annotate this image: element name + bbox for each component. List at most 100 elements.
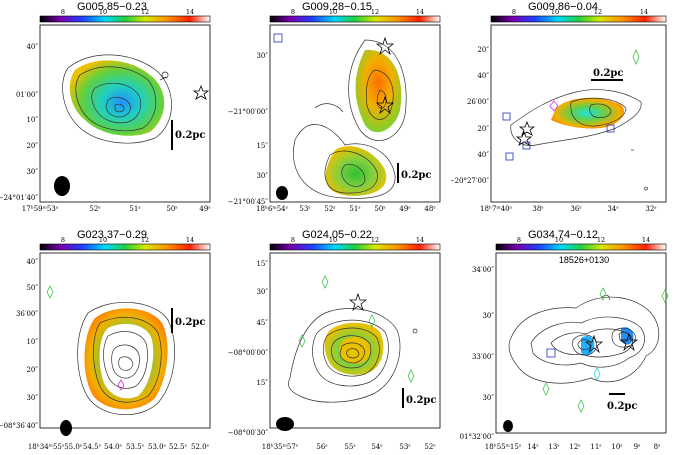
dec-tick: −24°01′40″ bbox=[0, 194, 38, 202]
colorbar-tick: 14 bbox=[186, 236, 194, 244]
panel-g034-plot: G034.74−0.12 8 10 12 14 18526+0130 0.2pc… bbox=[460, 229, 669, 451]
dec-tick: 30″ bbox=[256, 172, 268, 180]
ra-tick: 55ˢ bbox=[344, 443, 356, 451]
panel-g034: G034.74−0.12 8 10 12 14 18526+0130 0.2pc… bbox=[451, 228, 676, 455]
diamond-marker bbox=[599, 287, 607, 301]
panel-title: G023.37−0.29 bbox=[77, 229, 147, 241]
star-marker bbox=[348, 292, 368, 312]
scale-bar-label: 0.2pc bbox=[593, 68, 623, 79]
star-marker bbox=[518, 120, 536, 136]
scale-bar-label: 0.2pc bbox=[406, 395, 436, 406]
panel-title: G024.05−0.22 bbox=[302, 229, 372, 241]
panel-g009-28-plot: G009.28−0.15 8 10 12 14 0.2pc 18ʰ6ᵐ54ˢ 5… bbox=[228, 1, 441, 213]
plot-frame bbox=[39, 252, 211, 429]
ra-tick: 18ʰ7ᵐ40ˢ bbox=[480, 205, 513, 213]
dec-tick: 34′00″ bbox=[472, 266, 494, 274]
diamond-marker bbox=[298, 334, 306, 348]
colorbar-tick: 14 bbox=[642, 236, 650, 244]
plot-frame bbox=[269, 252, 441, 429]
square-marker bbox=[606, 124, 615, 133]
colorbar-tick: 12 bbox=[371, 236, 379, 244]
dec-tick: 30″ bbox=[482, 394, 494, 402]
dec-tick: 01°32′00″ bbox=[460, 433, 495, 441]
ra-tick: 17ʰ59ᵐ53ˢ bbox=[22, 205, 59, 213]
colorbar-tick: 12 bbox=[141, 8, 149, 16]
dec-tick: 30″ bbox=[26, 394, 38, 402]
ra-tick: 8ˢ bbox=[654, 443, 661, 451]
ra-tick: 18ʰ34ᵐ55ˢ55.0ˢ bbox=[28, 443, 83, 451]
contours bbox=[510, 89, 648, 191]
colorbar-tick: 14 bbox=[416, 236, 424, 244]
panel-g005: G005.85−0.23 8 10 12 14 0.2pc 17ʰ59ᵐ53ˢ … bbox=[0, 0, 225, 227]
dec-tick: 26′00″ bbox=[467, 98, 489, 106]
dec-tick: 20″ bbox=[477, 125, 489, 133]
square-marker bbox=[502, 112, 511, 121]
contours bbox=[293, 39, 407, 199]
dec-tick: 30″ bbox=[26, 168, 38, 176]
diamond-marker bbox=[661, 289, 669, 303]
ra-tick: 54.5ˢ bbox=[83, 443, 102, 451]
colorbar-tick: 10 bbox=[329, 8, 337, 16]
diamond-marker bbox=[577, 399, 585, 413]
scale-bar-label: 0.2pc bbox=[175, 317, 205, 328]
colorbar-tick: 14 bbox=[186, 8, 194, 16]
ra-tick: 34ˢ bbox=[607, 205, 619, 213]
panel-g024-plot: G024.05−0.22 8 10 12 14 0.2pc 18ʰ35ᵐ57ˢ … bbox=[228, 229, 441, 451]
colorbar bbox=[495, 243, 667, 251]
colorbar-tick: 8 bbox=[512, 8, 516, 16]
ra-tick: 9ˢ bbox=[634, 443, 641, 451]
beam-ellipse bbox=[276, 417, 294, 431]
colorbar-tick: 10 bbox=[329, 236, 337, 244]
ra-tick: 54.0ˢ bbox=[104, 443, 123, 451]
dec-tick: 40″ bbox=[477, 72, 489, 80]
dec-tick: −08°00′00″ bbox=[228, 349, 269, 357]
ra-tick: 10ˢ bbox=[611, 443, 623, 451]
dec-tick: 45″ bbox=[256, 319, 268, 327]
contours bbox=[508, 295, 659, 384]
square-marker bbox=[273, 33, 283, 43]
panel-g005-plot: G005.85−0.23 8 10 12 14 0.2pc 17ʰ59ᵐ53ˢ … bbox=[0, 1, 211, 213]
dec-tick: 30″ bbox=[256, 52, 268, 60]
dec-tick: −20°27′00″ bbox=[451, 177, 489, 185]
ra-tick: 54ˢ bbox=[371, 443, 383, 451]
diamond-marker bbox=[321, 275, 329, 289]
dec-tick: 10″ bbox=[26, 116, 38, 124]
colorbar-tick: 8 bbox=[61, 8, 65, 16]
square-marker bbox=[522, 141, 531, 150]
ra-tick: 13ˢ bbox=[548, 443, 560, 451]
ra-tick: 51ˢ bbox=[349, 205, 361, 213]
colorbar bbox=[269, 243, 441, 251]
ra-tick: 32ˢ bbox=[645, 205, 657, 213]
diamond-marker bbox=[542, 382, 550, 396]
panel-g023: G023.37−0.29 8 10 12 14 0.2pc 18ʰ34ᵐ55ˢ5… bbox=[0, 228, 225, 455]
dec-tick: 15″ bbox=[256, 379, 268, 387]
colorbar-tick: 12 bbox=[594, 8, 602, 16]
ra-tick: 18ʰ6ᵐ54ˢ bbox=[256, 205, 289, 213]
beam-ellipse bbox=[503, 420, 513, 432]
scale-bar-label: 0.2pc bbox=[607, 401, 637, 412]
panel-g009-28: G009.28−0.15 8 10 12 14 0.2pc 18ʰ6ᵐ54ˢ 5… bbox=[225, 0, 450, 227]
ra-tick: 36ˢ bbox=[570, 205, 582, 213]
emission-map bbox=[551, 97, 625, 129]
panel-title: G005.85−0.23 bbox=[77, 1, 147, 13]
emission-map-north bbox=[355, 49, 402, 133]
panel-g009-86: G009.86−0.04 8 10 12 14 0.2pc 18ʰ7ᵐ40ˢ 3… bbox=[451, 0, 676, 227]
ra-tick: 52ˢ bbox=[89, 205, 101, 213]
ra-tick: 11ˢ bbox=[590, 443, 602, 451]
colorbar-tick: 8 bbox=[291, 8, 295, 16]
contours bbox=[77, 302, 175, 415]
dec-tick: −21°00′00″ bbox=[228, 108, 269, 116]
emission-map-south bbox=[325, 146, 387, 196]
ra-tick: 52ˢ bbox=[324, 205, 336, 213]
dec-tick: 15″ bbox=[256, 142, 268, 150]
plot-frame bbox=[495, 252, 667, 434]
dec-tick: 30″ bbox=[256, 288, 268, 296]
dec-tick: 30″ bbox=[482, 312, 494, 320]
square-marker bbox=[546, 348, 556, 358]
contours bbox=[288, 308, 418, 403]
source-label: 18526+0130 bbox=[559, 255, 609, 265]
dec-tick: 36′00″ bbox=[16, 310, 38, 318]
diamond-marker bbox=[368, 314, 376, 328]
ra-tick: 53.5ˢ bbox=[126, 443, 145, 451]
dec-tick: 20″ bbox=[26, 142, 38, 150]
